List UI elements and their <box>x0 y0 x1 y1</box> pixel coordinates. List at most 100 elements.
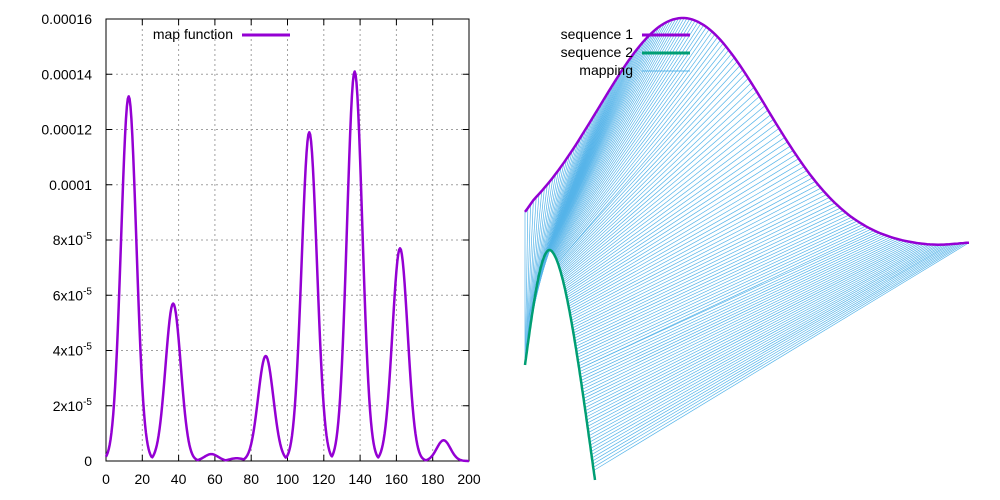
y-tick-label: 0 <box>84 453 92 469</box>
left-y-ticks: 0 2x10-5 4x10-5 6x10-5 8x10-5 0.0001 0.00012 0.… <box>41 11 469 469</box>
legend-label-map-function: map function <box>153 26 233 42</box>
mapping-line <box>567 166 805 305</box>
mapping-line <box>588 244 939 437</box>
legend-label-mapping: mapping <box>579 62 633 78</box>
mapping-line <box>526 196 537 353</box>
mapping-line <box>581 236 891 384</box>
mapping-line <box>567 162 802 303</box>
mapping-line <box>579 232 880 373</box>
mapping-line <box>548 17 682 251</box>
x-tick-label: 200 <box>457 471 481 487</box>
mapping-line <box>552 26 707 254</box>
mapping-line <box>551 21 699 252</box>
x-tick-label: 60 <box>207 471 223 487</box>
mapping-line <box>593 242 967 468</box>
mapping-line <box>526 193 540 349</box>
mapping-line <box>553 29 710 254</box>
mapping-line <box>563 123 777 284</box>
left-chart: 0 2x10-5 4x10-5 6x10-5 8x10-5 0.0001 0.00012 0.… <box>41 11 481 487</box>
left-grid <box>106 19 469 461</box>
mapping-line <box>568 170 808 307</box>
mapping-line <box>564 132 783 288</box>
mapping-line <box>555 39 721 258</box>
mapping-line <box>525 200 534 356</box>
mapping-line <box>557 61 738 263</box>
y-tick-label: 6x10-5 <box>53 286 93 303</box>
mapping-line <box>591 243 956 456</box>
mapping-line <box>575 218 855 350</box>
mapping-line <box>550 19 693 251</box>
mapping-line <box>527 190 543 346</box>
mapping-line <box>592 242 961 462</box>
mapping-line <box>580 234 886 378</box>
mapping-line <box>584 242 914 409</box>
mapping-line <box>577 224 864 358</box>
mapping-line <box>570 184 819 316</box>
mapping-line <box>581 237 894 387</box>
mapping-line <box>561 105 766 277</box>
mapping-line <box>557 65 741 264</box>
x-tick-label: 160 <box>385 471 409 487</box>
mapping-line <box>586 243 928 424</box>
mapping-line <box>560 96 760 274</box>
mapping-line <box>525 204 531 359</box>
mapping-line <box>559 78 749 268</box>
mapping-line <box>574 210 844 339</box>
mapping-line <box>565 141 788 292</box>
mapping-line <box>572 199 833 329</box>
mapping-line <box>560 91 758 273</box>
x-tick-label: 40 <box>171 471 187 487</box>
mapping-line <box>547 18 677 251</box>
mapping-line <box>589 244 942 440</box>
mapping-line <box>591 243 958 459</box>
mapping-line <box>576 220 858 353</box>
mapping-line <box>590 244 947 446</box>
mapping-line <box>582 238 897 390</box>
mapping-line <box>579 231 877 370</box>
mapping-line <box>556 53 732 262</box>
mapping-line <box>573 205 838 334</box>
mapping-line <box>562 114 771 281</box>
mapping-line <box>563 128 780 286</box>
right-legend: sequence 1 sequence 2 mapping <box>561 26 690 78</box>
mapping-line <box>585 242 919 415</box>
map-function-line <box>104 70 470 463</box>
mapping-line <box>575 216 852 347</box>
mapping-lines <box>524 17 970 471</box>
mapping-line <box>587 244 931 427</box>
mapping-line <box>579 233 883 375</box>
x-tick-label: 180 <box>421 471 445 487</box>
mapping-line <box>549 17 685 251</box>
mapping-line <box>551 20 696 252</box>
mapping-line <box>569 181 816 314</box>
mapping-line <box>580 235 889 381</box>
y-tick-label: 0.00016 <box>41 11 92 27</box>
sequence-2-line <box>523 248 597 481</box>
mapping-line <box>562 109 769 279</box>
mapping-line <box>549 18 688 251</box>
mapping-line <box>590 243 953 452</box>
mapping-line <box>546 23 665 253</box>
mapping-line <box>575 214 850 344</box>
mapping-line <box>558 73 746 267</box>
x-tick-label: 20 <box>135 471 151 487</box>
mapping-line <box>586 243 925 421</box>
y-tick-label: 8x10-5 <box>53 231 93 248</box>
sequence-1-line <box>523 16 970 246</box>
mapping-line <box>566 154 797 298</box>
y-tick-label: 4x10-5 <box>53 342 93 359</box>
mapping-line <box>559 82 752 270</box>
mapping-line <box>565 145 791 294</box>
mapping-line <box>586 243 922 418</box>
mapping-line <box>573 207 841 336</box>
mapping-line <box>593 242 970 471</box>
mapping-line <box>563 119 774 283</box>
mapping-line <box>566 150 794 296</box>
y-tick-label: 2x10-5 <box>53 397 93 414</box>
mapping-line <box>525 208 529 362</box>
legend-label-sequence-1: sequence 1 <box>561 26 634 42</box>
mapping-line <box>554 36 718 257</box>
mapping-line <box>577 225 866 361</box>
mapping-line <box>574 212 847 342</box>
